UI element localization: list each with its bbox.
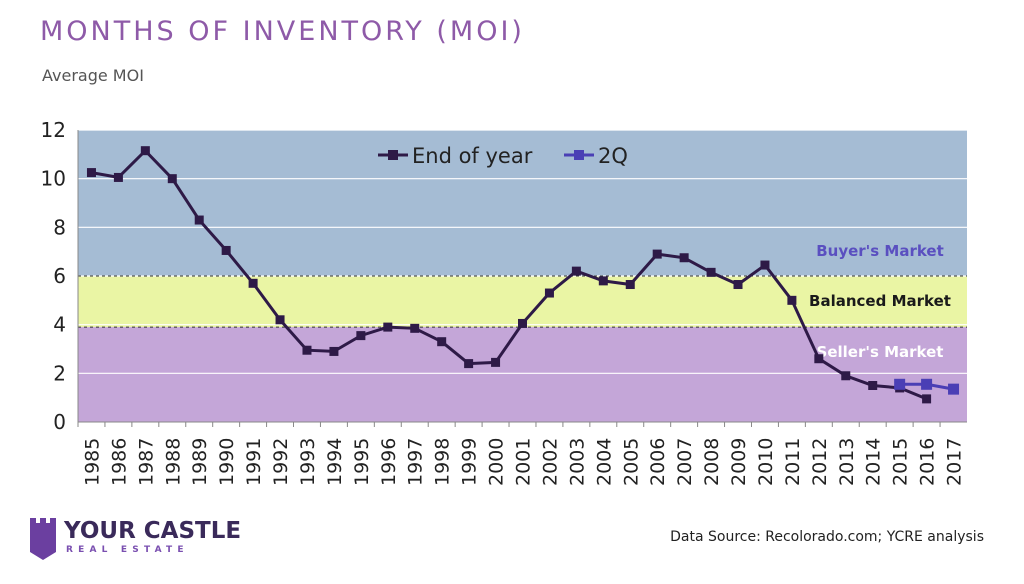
data-point — [571, 266, 581, 276]
data-point — [329, 346, 339, 356]
x-tick-label: 2003 — [566, 438, 588, 486]
data-point — [921, 378, 933, 390]
y-tick-label: 10 — [41, 167, 66, 191]
data-point — [841, 371, 851, 381]
data-point — [140, 146, 150, 156]
moi-line-chart: Buyer's Market Balanced Market Seller's Ma… — [41, 118, 967, 486]
data-source: Data Source: Recolorado.com; YCRE analys… — [670, 529, 984, 545]
x-tick-label: 2014 — [863, 438, 885, 486]
series-line-0 — [91, 148, 928, 401]
x-tick-label: 1987 — [135, 438, 157, 486]
x-tick-label: 1991 — [243, 438, 265, 486]
data-point — [275, 315, 285, 325]
chart-subtitle: Average MOI — [42, 66, 144, 85]
data-point — [518, 318, 527, 328]
y-tick-label: 6 — [53, 264, 66, 288]
y-tick-label: 0 — [53, 410, 66, 434]
x-tick-label: 2000 — [486, 438, 508, 486]
data-point — [194, 215, 204, 225]
data-point — [598, 276, 608, 286]
y-tick-label: 2 — [53, 361, 66, 385]
data-point — [113, 172, 123, 182]
x-tick-label: 2006 — [647, 438, 669, 486]
data-point — [383, 322, 393, 332]
data-point — [922, 394, 932, 404]
data-point — [86, 168, 96, 178]
x-axis-ticks: 1985 1986 1987 1988 1989 1990 1991 1992 1993 1994… — [77, 422, 966, 486]
x-tick-label: 1992 — [270, 438, 292, 486]
x-tick-label: 1989 — [189, 438, 211, 486]
data-point — [787, 295, 797, 305]
band-label: Buyer's Market — [816, 242, 944, 260]
data-point — [868, 381, 878, 390]
chart-title: MONTHS OF INVENTORY (MOI) — [40, 16, 525, 47]
data-point — [491, 357, 501, 367]
y-tick-label: 8 — [53, 215, 66, 239]
x-tick-label: 2016 — [917, 438, 939, 486]
legend-swatch-marker — [574, 150, 584, 160]
x-tick-label: 2004 — [593, 438, 615, 486]
x-tick-label: 2010 — [755, 438, 777, 486]
legend-label: 2Q — [598, 144, 628, 168]
legend-label: End of year — [412, 144, 533, 168]
data-point — [814, 354, 824, 364]
data-point — [302, 345, 312, 355]
x-tick-label: 1995 — [351, 438, 373, 486]
data-point — [248, 278, 258, 288]
data-point — [652, 249, 662, 259]
castle-icon — [30, 518, 56, 560]
band-label: Balanced Market — [809, 292, 951, 310]
x-tick-label: 2011 — [782, 438, 804, 486]
band-2 — [78, 327, 967, 422]
x-tick-label: 2013 — [836, 438, 858, 486]
data-point — [894, 378, 906, 390]
y-tick-label: 4 — [53, 313, 66, 337]
x-tick-label: 1986 — [108, 438, 130, 486]
x-tick-label: 2007 — [674, 438, 696, 486]
brand-tagline: REAL ESTATE — [66, 545, 189, 555]
x-tick-label: 1997 — [405, 438, 427, 486]
series-lines — [86, 146, 960, 404]
band-label: Seller's Market — [817, 343, 944, 361]
data-point — [437, 337, 447, 347]
x-tick-label: 1994 — [324, 438, 346, 486]
x-tick-label: 2012 — [809, 438, 831, 486]
data-point — [544, 288, 554, 298]
x-tick-label: 2017 — [944, 438, 966, 486]
x-tick-label: 2001 — [513, 438, 535, 486]
y-tick-label: 12 — [41, 118, 66, 142]
data-point — [356, 331, 366, 341]
data-point — [948, 383, 960, 395]
band-1 — [78, 276, 967, 328]
x-tick-label: 1990 — [216, 438, 238, 486]
x-tick-label: 1998 — [432, 438, 454, 486]
data-point — [464, 359, 474, 369]
legend-swatch-marker — [388, 150, 398, 160]
data-point — [221, 245, 231, 255]
data-point — [167, 174, 177, 184]
x-tick-label: 2008 — [701, 438, 723, 486]
x-tick-label: 1996 — [378, 438, 400, 486]
x-tick-label: 1988 — [162, 438, 184, 486]
x-tick-label: 2005 — [620, 438, 642, 486]
data-point — [679, 253, 689, 263]
x-tick-label: 1993 — [297, 438, 319, 486]
data-point — [760, 260, 770, 270]
x-tick-label: 2002 — [539, 438, 561, 486]
x-tick-label: 1985 — [81, 438, 103, 486]
y-axis-ticks: 0 2 4 6 8 10 12 — [41, 118, 66, 434]
data-point — [733, 280, 743, 290]
data-point — [706, 267, 716, 277]
x-tick-label: 1999 — [459, 438, 481, 486]
brand-name: YOUR CASTLE — [63, 518, 241, 544]
x-tick-label: 2009 — [728, 438, 750, 486]
x-tick-label: 2015 — [890, 438, 912, 486]
your-castle-logo: YOUR CASTLE REAL ESTATE — [30, 518, 241, 560]
data-point — [625, 280, 635, 290]
data-point — [410, 323, 420, 333]
legend: End of year 2Q — [378, 144, 628, 168]
